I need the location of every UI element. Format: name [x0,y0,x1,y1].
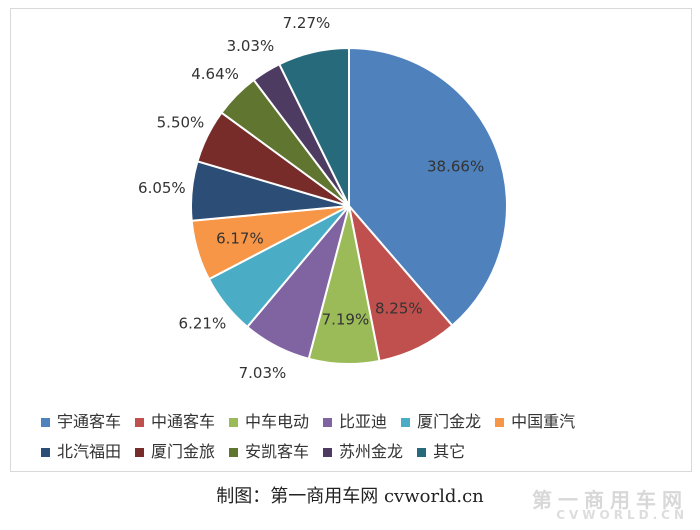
legend-item: 苏州金龙 [323,437,403,467]
legend-label: 宇通客车 [57,412,122,431]
legend-label: 中通客车 [151,412,216,431]
pie-slice-10 [277,46,350,207]
pie-chart: 38.66% 8.25% 7.19% 7.03% 6.21% 6.17% 6.05% 5.50… [138,14,508,382]
legend-swatch [417,447,427,457]
chart-frame: 38.66% 8.25% 7.19% 7.03% 6.21% 6.17% 6.05% 5.50… [10,8,692,472]
watermark-logo: 第一商用车网 [532,488,688,512]
legend-item: 北汽福田 [41,437,121,467]
pie-label-5: 6.17% [216,229,264,247]
legend-label: 苏州金龙 [339,442,404,461]
legend-item: 厦门金龙 [401,407,481,437]
legend-item: 比亚迪 [323,407,387,437]
legend-label: 比亚迪 [339,412,388,431]
legend-item: 中车电动 [229,407,309,437]
pie-label-10: 7.27% [283,14,331,32]
pie-label-7: 5.50% [157,114,205,132]
legend-swatch [135,417,145,427]
legend-label: 安凯客车 [245,442,310,461]
pie-label-6: 6.05% [138,179,186,197]
pie-slice-0 [348,46,508,327]
legend-swatch [41,417,50,427]
pie-label-0: 38.66% [427,157,484,175]
legend-label: 厦门金旅 [151,442,216,461]
legend-label: 厦门金龙 [417,412,482,431]
legend-item: 厦门金旅 [135,437,215,467]
legend-label: 其它 [433,442,466,461]
legend-label: 北汽福田 [57,442,122,461]
legend-row-1: 北汽福田 厦门金旅 安凯客车 苏州金龙 其它 [41,437,681,467]
legend-item: 其它 [417,437,465,467]
legend-swatch [323,417,333,427]
legend-swatch [229,447,239,457]
pie-label-1: 8.25% [375,299,423,317]
legend-item: 中国重汽 [495,407,575,437]
legend-item: 安凯客车 [229,437,309,467]
legend-swatch [495,417,505,427]
legend-swatch [229,417,239,427]
legend-item: 宇通客车 [41,407,121,437]
pie-label-2: 7.19% [322,311,370,329]
legend-swatch [41,447,50,457]
pie-label-9: 3.03% [227,37,275,55]
legend-swatch [323,447,333,457]
pie-label-4: 6.21% [179,315,227,333]
legend-label: 中国重汽 [511,412,576,431]
pie-label-8: 4.64% [191,65,239,83]
legend-item: 中通客车 [135,407,215,437]
legend-row-0: 宇通客车 中通客车 中车电动 比亚迪 厦门金龙 中国重汽 [41,407,681,437]
pie-label-3: 7.03% [239,364,287,382]
watermark-sub: CVWORLD.CN [556,508,688,522]
chart-caption: 制图：第一商用车网 cvworld.cn [216,486,484,507]
legend-swatch [135,447,145,457]
chart-legend: 宇通客车 中通客车 中车电动 比亚迪 厦门金龙 中国重汽北汽福田 厦门金旅 安凯客车 苏州金龙 其… [41,407,681,467]
legend-label: 中车电动 [245,412,310,431]
legend-swatch [401,417,411,427]
